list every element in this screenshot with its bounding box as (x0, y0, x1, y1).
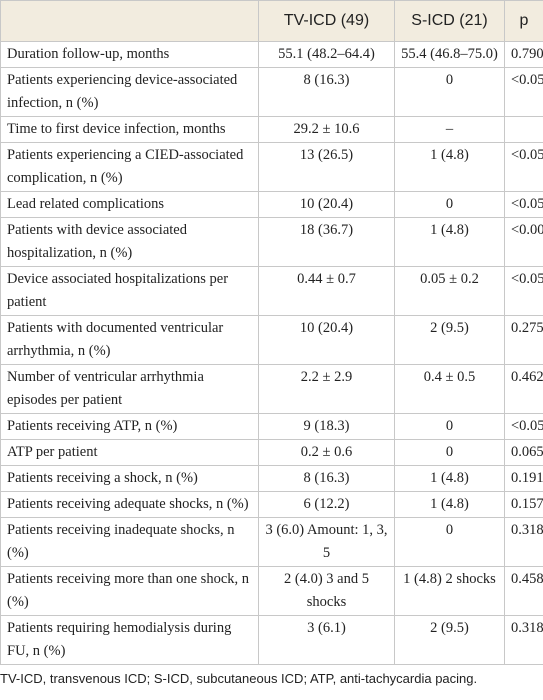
table-cell: 18 (36.7) (258, 217, 395, 267)
table-cell: <0.05 (504, 266, 543, 316)
table-row: Time to first device infection, months 29… (0, 116, 543, 143)
footnote: TV-ICD, transvenous ICD; S-ICD, subcutan… (0, 671, 478, 686)
table-cell: Time to first device infection, months (0, 116, 259, 143)
table-cell: <0.05 (504, 191, 543, 218)
table-cell: 0 (394, 191, 505, 218)
table-cell: 10 (20.4) (258, 315, 395, 365)
table-cell: ATP per patient (0, 439, 259, 466)
table-cell: 0.275 (504, 315, 543, 365)
table-cell: 29.2 ± 10.6 (258, 116, 395, 143)
table-cell: 3 (6.1) (258, 615, 395, 665)
table-cell: Patients receiving ATP, n (%) (0, 413, 259, 440)
table-cell: 1 (4.8) (394, 142, 505, 192)
header-cell (0, 0, 259, 42)
table-cell: <0.05 (504, 142, 543, 192)
table-cell: Patients with documented ventricular arr… (0, 315, 259, 365)
table-cell: Patients receiving adequate shocks, n (%… (0, 491, 259, 518)
table-cell: 55.4 (46.8–75.0) (394, 41, 505, 68)
table-row: Patients receiving adequate shocks, n (%… (0, 491, 543, 518)
table-row: Patients experiencing device-associated … (0, 67, 543, 117)
table-cell: – (394, 116, 505, 143)
table-cell: Number of ventricular arrhythmia episode… (0, 364, 259, 414)
table-cell: Lead related complications (0, 191, 259, 218)
table-row: ATP per patient 0.2 ± 0.6 0 0.065 (0, 439, 543, 466)
table-cell: 2.2 ± 2.9 (258, 364, 395, 414)
table-cell: 8 (16.3) (258, 67, 395, 117)
table-cell: Duration follow-up, months (0, 41, 259, 68)
table-cell: 1 (4.8) (394, 491, 505, 518)
table-row: Patients with device associated hospital… (0, 217, 543, 267)
table-cell: Patients receiving inadequate shocks, n … (0, 517, 259, 567)
table-cell: 8 (16.3) (258, 465, 395, 492)
table-cell: 1 (4.8) (394, 217, 505, 267)
table-cell: 0.2 ± 0.6 (258, 439, 395, 466)
header-row: TV-ICD (49) S-ICD (21) p (0, 0, 543, 42)
table-cell: 0.458 (504, 566, 543, 616)
table-cell: 2 (9.5) (394, 315, 505, 365)
table-cell: <0.001 (504, 217, 543, 267)
table-row: Device associated hospitalizations per p… (0, 266, 543, 316)
header-cell: S-ICD (21) (394, 0, 505, 42)
table-cell: 0.44 ± 0.7 (258, 266, 395, 316)
table-cell: 3 (6.0) Amount: 1, 3, 5 (258, 517, 395, 567)
table-cell: Patients experiencing device-associated … (0, 67, 259, 117)
results-table: TV-ICD (49) S-ICD (21) p Duration follow-u… (0, 0, 543, 665)
table-cell: 0.05 ± 0.2 (394, 266, 505, 316)
table-cell: 0.157 (504, 491, 543, 518)
table-cell: Patients experiencing a CIED-associated … (0, 142, 259, 192)
table-cell: Device associated hospitalizations per p… (0, 266, 259, 316)
table-row: Patients receiving ATP, n (%) 9 (18.3) 0 <0… (0, 413, 543, 440)
header-cell: TV-ICD (49) (258, 0, 395, 42)
table-cell: 0.191 (504, 465, 543, 492)
table-cell: 13 (26.5) (258, 142, 395, 192)
table-cell: 9 (18.3) (258, 413, 395, 440)
table-row: Duration follow-up, months 55.1 (48.2–64.… (0, 41, 543, 68)
table-cell: 0.065 (504, 439, 543, 466)
table-row: Number of ventricular arrhythmia episode… (0, 364, 543, 414)
table-cell: 0 (394, 413, 505, 440)
table-cell: 2 (9.5) (394, 615, 505, 665)
table-row: Patients requiring hemodialysis during F… (0, 615, 543, 665)
table-row: Patients receiving more than one shock, … (0, 566, 543, 616)
table-cell: 1 (4.8) (394, 465, 505, 492)
table-cell: Patients requiring hemodialysis during F… (0, 615, 259, 665)
table-cell: 2 (4.0) 3 and 5 shocks (258, 566, 395, 616)
table-cell: 0.318 (504, 517, 543, 567)
table-cell: 10 (20.4) (258, 191, 395, 218)
table-cell: 0.318 (504, 615, 543, 665)
table-cell: 1 (4.8) 2 shocks (394, 566, 505, 616)
table-cell: Patients with device associated hospital… (0, 217, 259, 267)
table-row: Patients experiencing a CIED-associated … (0, 142, 543, 192)
table-cell: 55.1 (48.2–64.4) (258, 41, 395, 68)
table-cell: 6 (12.2) (258, 491, 395, 518)
table-row: Lead related complications 10 (20.4) 0 <0.0… (0, 191, 543, 218)
table-cell: Patients receiving more than one shock, … (0, 566, 259, 616)
table-cell: 0.4 ± 0.5 (394, 364, 505, 414)
table-cell: 0.790 (504, 41, 543, 68)
table-cell (504, 116, 543, 143)
table-cell: <0.05 (504, 67, 543, 117)
table-cell: <0.05 (504, 413, 543, 440)
table-cell: Patients receiving a shock, n (%) (0, 465, 259, 492)
table-cell: 0 (394, 67, 505, 117)
table-row: Patients receiving a shock, n (%) 8 (16.3… (0, 465, 543, 492)
table-cell: 0.462 (504, 364, 543, 414)
table-row: Patients receiving inadequate shocks, n … (0, 517, 543, 567)
table-row: Patients with documented ventricular arr… (0, 315, 543, 365)
header-cell: p (504, 0, 543, 42)
table-cell: 0 (394, 517, 505, 567)
table-cell: 0 (394, 439, 505, 466)
